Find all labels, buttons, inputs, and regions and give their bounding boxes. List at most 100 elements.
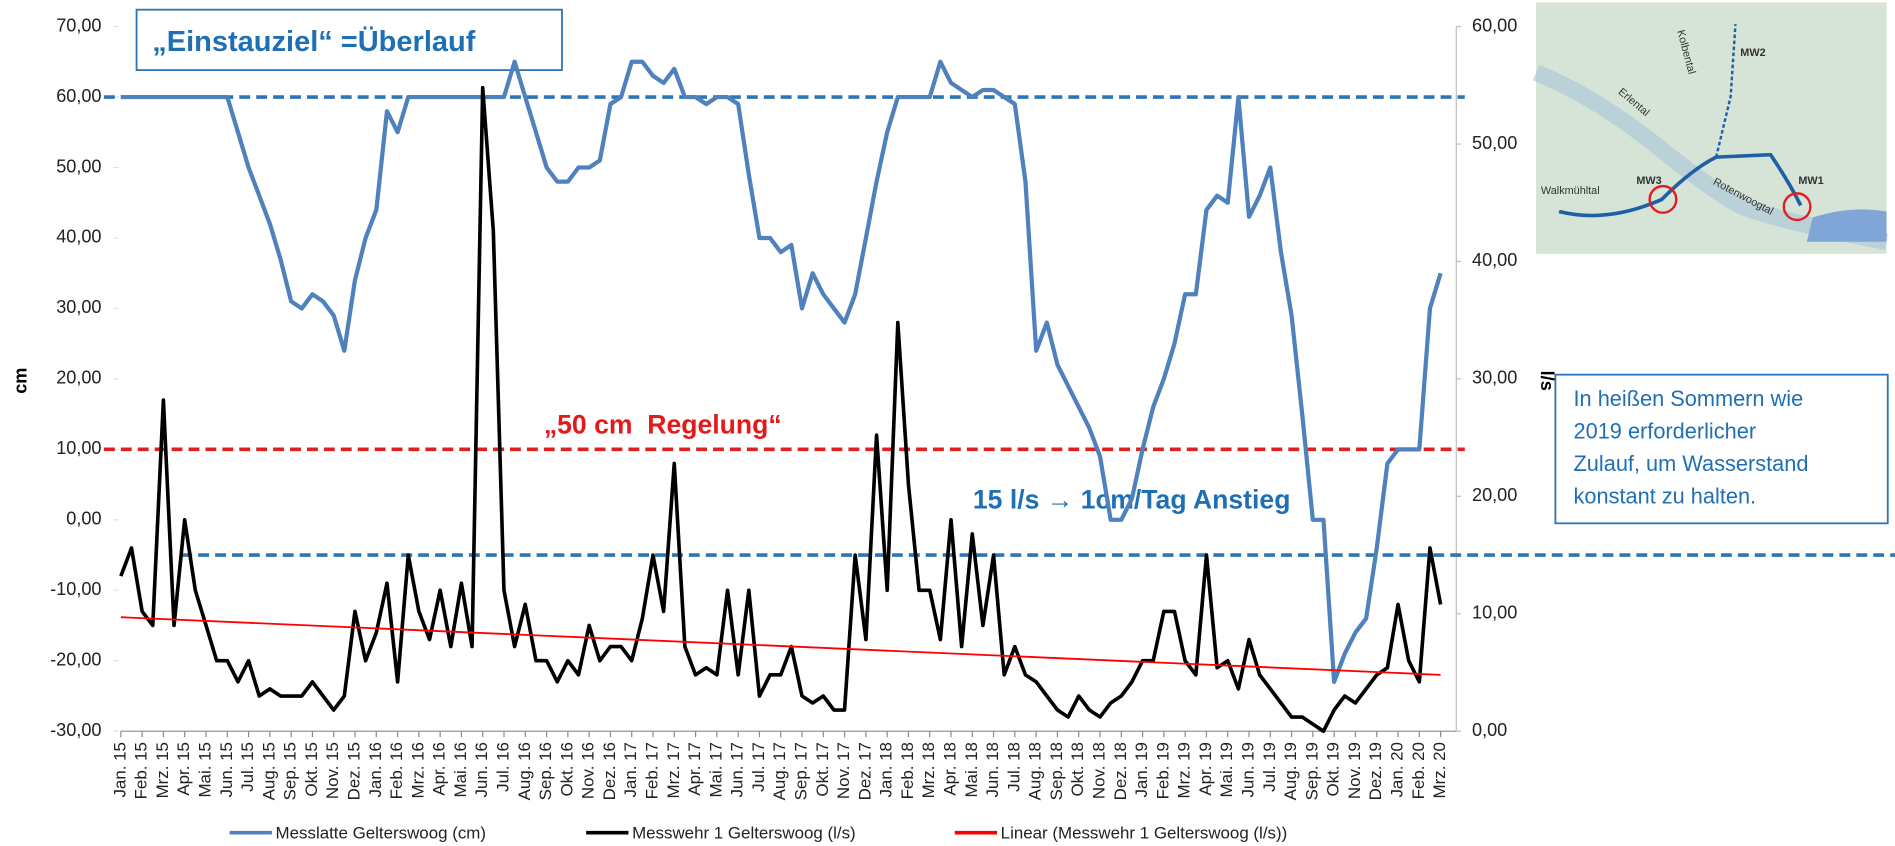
x-tick-label: Jan. 18 [877,742,896,797]
x-tick-label: Aug. 15 [259,742,278,800]
x-tick-label: Sep. 18 [1047,742,1066,800]
note-line: In heißen Sommern wie [1574,386,1804,411]
x-tick-label: Mrz. 17 [664,742,683,798]
x-tick-label: Okt. 18 [1068,742,1087,797]
y-tick-label: 40,00 [56,227,101,247]
x-tick-label: Feb. 18 [898,742,917,799]
y2-tick-label: 10,00 [1472,603,1517,623]
y-tick-label: 50,00 [56,156,101,176]
x-tick-label: Okt. 17 [813,742,832,797]
chart: Kolbental MW2 Erlental MW3 MW1 Walkmühlt… [0,0,1895,846]
x-tick-label: Aug. 16 [515,742,534,800]
x-tick-label: Nov. 15 [323,742,342,799]
x-tick-label: Sep. 15 [281,742,300,800]
y-axis-label: cm [11,368,31,394]
legend-label: Messwehr 1 Gelterswoog (l/s) [632,823,856,842]
annotation: „50 cm Regelung“ [544,410,782,440]
series-line [121,617,1441,675]
x-tick-label: Mrz. 18 [919,742,938,798]
x-tick-label: Apr. 15 [174,742,193,796]
x-tick-label: Jan. 17 [621,742,640,797]
y-tick-label: 30,00 [56,297,101,317]
y-tick-label: 70,00 [56,15,101,35]
y-tick-label: 10,00 [56,438,101,458]
x-tick-label: Jul. 15 [238,742,257,792]
y-tick-label: 20,00 [56,368,101,388]
note-line: konstant zu halten. [1574,484,1757,509]
x-tick-label: Nov. 17 [834,742,853,799]
x-tick-label: Apr. 19 [1196,742,1215,796]
x-tick-label: Aug. 17 [770,742,789,800]
x-tick-label: Feb. 15 [132,742,151,799]
y-tick-label: -30,00 [50,720,101,740]
y2-tick-label: 60,00 [1472,15,1517,35]
map-label: MW3 [1636,175,1661,187]
x-tick-label: Sep. 17 [791,742,810,800]
x-tick-label: Jul. 17 [749,742,768,792]
x-tick-label: Jan. 16 [366,742,385,797]
x-tick-label: Jan. 20 [1387,742,1406,797]
x-tick-label: Nov. 16 [579,742,598,799]
x-tick-label: Mai. 17 [706,742,725,797]
x-tick-label: Okt. 19 [1324,742,1343,796]
x-tick-label: Mai. 15 [195,742,214,797]
y-tick-label: 60,00 [56,86,101,106]
x-tick-label: Sep. 19 [1302,742,1321,800]
x-tick-label: Nov. 19 [1345,742,1364,799]
map-label: MW1 [1798,175,1823,187]
x-tick-label: Feb. 17 [642,742,661,799]
note-line: Zulauf, um Wasserstand [1574,451,1809,476]
note-line: 2019 erforderlicher [1574,418,1757,443]
x-tick-label: Jun. 19 [1238,742,1257,797]
x-tick-label: Jun. 18 [983,742,1002,797]
x-tick-label: Okt. 15 [302,742,321,797]
x-tick-label: Feb. 16 [387,742,406,799]
x-tick-label: Feb. 19 [1153,742,1172,799]
y2-tick-label: 0,00 [1472,720,1507,740]
x-tick-label: Okt. 16 [557,742,576,797]
annotation: „Einstauziel“ =Überlauf [152,25,475,58]
x-tick-label: Jan. 19 [1132,742,1151,797]
y-tick-label: 0,00 [66,509,101,529]
legend-label: Linear (Messwehr 1 Gelterswoog (l/s)) [1001,823,1288,842]
x-tick-label: Nov. 18 [1089,742,1108,799]
y-tick-label: -20,00 [50,650,101,670]
legend-label: Messlatte Gelterswoog (cm) [276,823,486,842]
x-tick-label: Mrz. 16 [408,742,427,798]
y2-tick-label: 40,00 [1472,250,1517,270]
x-tick-label: Jun. 17 [728,742,747,797]
x-tick-label: Dez. 19 [1366,742,1385,800]
x-tick-label: Jun. 16 [472,742,491,797]
x-tick-label: Jul. 19 [1260,742,1279,792]
x-tick-label: Dez. 16 [600,742,619,800]
x-tick-label: Apr. 17 [685,742,704,796]
x-tick-label: Mai. 18 [962,742,981,797]
x-tick-label: Mai. 16 [451,742,470,797]
map-label: Walkmühltal [1541,185,1600,197]
x-tick-label: Jun. 15 [217,742,236,797]
inset-map: Kolbental MW2 Erlental MW3 MW1 Walkmühlt… [1536,2,1886,253]
x-tick-label: Feb. 20 [1409,742,1428,799]
x-tick-label: Dez. 15 [344,742,363,800]
x-tick-label: Apr. 16 [430,742,449,796]
series-line [121,62,1441,682]
x-tick-label: Apr. 18 [940,742,959,796]
x-tick-label: Jan. 15 [110,742,129,797]
x-tick-label: Aug. 18 [1026,742,1045,800]
y2-tick-label: 50,00 [1472,133,1517,153]
y2-tick-label: 30,00 [1472,368,1517,388]
x-tick-label: Dez. 18 [1111,742,1130,800]
x-tick-label: Mrz. 20 [1430,742,1449,798]
x-tick-label: Sep. 16 [536,742,555,800]
page: {"chart_data": { "type": "line", "catego… [0,0,1895,846]
x-tick-label: Mrz. 15 [153,742,172,798]
x-tick-label: Aug. 19 [1281,742,1300,800]
x-tick-label: Jul. 16 [493,742,512,792]
x-tick-label: Mrz. 19 [1175,742,1194,798]
map-label: MW2 [1740,47,1765,59]
x-tick-label: Mai. 19 [1217,742,1236,797]
x-tick-label: Dez. 17 [855,742,874,800]
x-tick-label: Jul. 18 [1004,742,1023,792]
y2-axis-label: l/s [1537,371,1557,391]
y-tick-label: -10,00 [50,579,101,599]
